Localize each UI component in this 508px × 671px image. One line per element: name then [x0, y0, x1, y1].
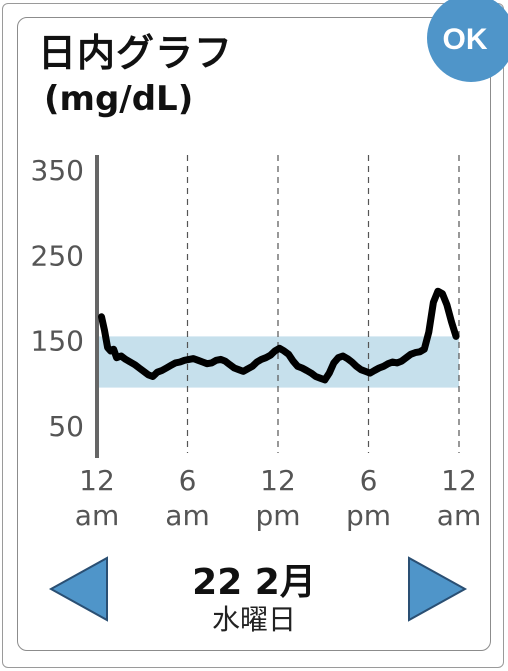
triangle-left-icon[interactable]: [47, 555, 111, 623]
y-tick-label: 350: [31, 154, 84, 187]
x-tick-label: 12: [260, 464, 296, 497]
y-tick-label: 250: [31, 239, 84, 272]
x-tick-label: 12: [441, 464, 477, 497]
x-tick-label-period: pm: [255, 499, 300, 532]
y-tick-label: 150: [31, 325, 84, 358]
glucose-trace-line: [98, 287, 460, 384]
x-tick-label-period: am: [75, 499, 119, 532]
ok-button-label: OK: [442, 23, 488, 56]
y-tick-label: 50: [48, 410, 84, 443]
x-tick-label: 6: [360, 464, 378, 497]
x-tick-label-period: pm: [346, 499, 391, 532]
date-label: 22 2月: [192, 562, 316, 603]
x-tick-label: 6: [179, 464, 197, 497]
x-tick-label-period: am: [437, 499, 481, 532]
weekday-label: 水曜日: [211, 603, 296, 636]
x-tick-label-period: am: [165, 499, 209, 532]
unit-label: (mg/dL): [44, 79, 194, 119]
triangle-right-icon[interactable]: [405, 555, 469, 623]
x-tick-label: 12: [79, 464, 115, 497]
page-title: 日内グラフ: [38, 31, 234, 75]
ok-button[interactable]: OK: [427, 0, 508, 82]
